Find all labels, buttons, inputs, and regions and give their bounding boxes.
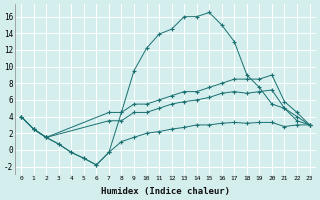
- X-axis label: Humidex (Indice chaleur): Humidex (Indice chaleur): [101, 187, 230, 196]
